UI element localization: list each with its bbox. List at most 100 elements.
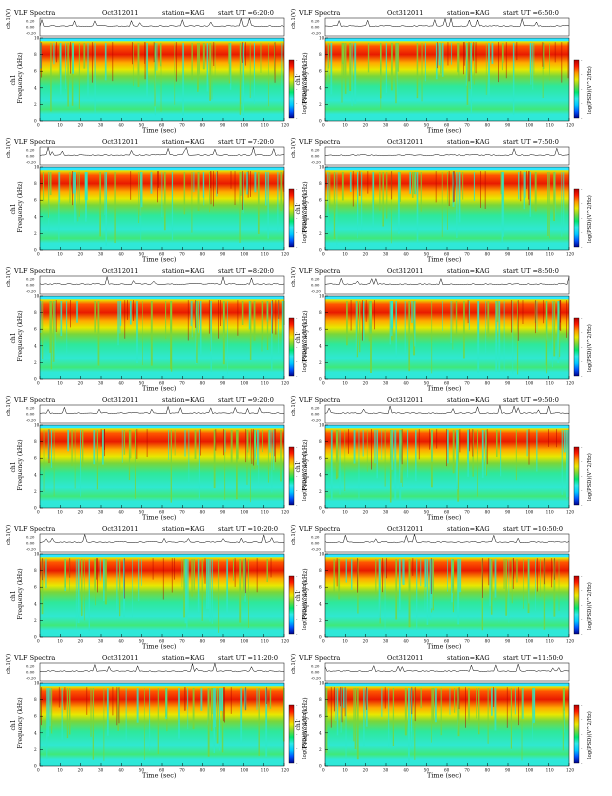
y-tick-label: 10 <box>319 552 325 557</box>
spectrogram-channel-label: ch1 <box>10 203 17 214</box>
y-tick-label: 10 <box>34 552 40 557</box>
spectrogram-y-axis-label: Frequency (kHz) <box>17 52 24 103</box>
y-tick-label: 8 <box>34 310 37 315</box>
x-tick-label: 10 <box>57 768 63 773</box>
panel-title: VLF Spectra <box>298 267 340 275</box>
x-tick-label: 10 <box>342 381 348 386</box>
waveform-axis-label: ch.1(V) <box>5 9 12 29</box>
x-tick-label: 100 <box>240 381 248 386</box>
waveform-frame <box>39 404 285 424</box>
panel-date: Oct312011 <box>102 138 138 146</box>
x-tick-label: 40 <box>118 768 124 773</box>
waveform-trace <box>39 405 285 415</box>
x-tick-label: 50 <box>424 381 430 386</box>
panel-title: VLF Spectra <box>13 396 55 404</box>
x-tick-label: 60 <box>159 639 165 644</box>
colorbar-tick-label: - <box>296 703 298 708</box>
x-tick-label: 110 <box>546 123 554 128</box>
panel-start-time: start UT =8:50:0 <box>503 267 559 275</box>
y-tick-label: 4 <box>319 343 322 348</box>
x-tick-label: 50 <box>139 381 145 386</box>
x-tick-label: 30 <box>98 381 104 386</box>
colorbar-label: log(PSD)(V^2/Hz) <box>586 582 593 630</box>
colorbar <box>573 575 580 635</box>
x-tick-label: 80 <box>485 639 491 644</box>
spectrogram-image <box>325 296 569 379</box>
waveform-frame <box>324 275 570 295</box>
waveform-trace <box>40 662 285 673</box>
y-tick-label: 4 <box>34 730 37 735</box>
colorbar-tick-label: - <box>581 330 583 335</box>
x-tick-label: 10 <box>57 381 63 386</box>
spectra-panel: VLF Spectra Oct312011 station=KAG start UT … <box>5 138 308 264</box>
x-tick-label: 40 <box>403 123 409 128</box>
panel-station: station=KAG <box>447 9 490 17</box>
x-tick-label: 40 <box>118 123 124 128</box>
y-tick-label: 8 <box>319 310 322 315</box>
colorbar-tick-label: - <box>296 574 298 579</box>
colorbar-tick-label: - <box>581 632 583 637</box>
x-tick-label: 20 <box>363 381 369 386</box>
x-tick-label: 30 <box>383 768 389 773</box>
colorbar-tick-label: - <box>296 732 298 737</box>
x-tick-label: 60 <box>159 768 165 773</box>
colorbar-tick-label: - <box>296 101 298 106</box>
x-tick-label: 40 <box>403 510 409 515</box>
waveform-tick-label: -0.20 <box>311 160 321 165</box>
x-tick-label: 50 <box>139 768 145 773</box>
x-tick-label: 70 <box>464 381 470 386</box>
x-tick-label: 40 <box>118 510 124 515</box>
x-tick-label: 80 <box>200 381 206 386</box>
x-tick-label: 90 <box>505 639 511 644</box>
colorbar-tick-label: - <box>581 116 583 121</box>
x-tick-label: 120 <box>566 252 574 257</box>
panel-title: VLF Spectra <box>13 9 55 17</box>
panel-title: VLF Spectra <box>298 9 340 17</box>
panel-start-time: start UT =9:20:0 <box>218 396 274 404</box>
waveform-tick-label: 0.00 <box>26 154 35 159</box>
spectrogram-image <box>40 38 284 121</box>
colorbar-tick-label: - <box>296 445 298 450</box>
waveform-tick-label: -0.20 <box>311 547 321 552</box>
x-tick-label: 10 <box>342 510 348 515</box>
x-tick-label: 30 <box>98 252 104 257</box>
panel-start-time: start UT =7:20:0 <box>218 138 274 146</box>
x-tick-label: 50 <box>139 639 145 644</box>
x-tick-label: 10 <box>57 252 63 257</box>
x-tick-label: 20 <box>78 510 84 515</box>
waveform-frame <box>39 662 285 682</box>
colorbar-tick-label: - <box>581 245 583 250</box>
colorbar <box>288 704 295 764</box>
x-tick-label: 70 <box>179 639 185 644</box>
x-tick-label: 70 <box>179 381 185 386</box>
y-tick-label: 10 <box>319 165 325 170</box>
y-tick-label: 2 <box>319 102 322 107</box>
spectrogram-y-axis-label: Frequency (kHz) <box>302 181 309 232</box>
y-tick-label: 6 <box>34 714 37 719</box>
x-tick-label: 20 <box>78 123 84 128</box>
waveform-tick-label: 0.00 <box>311 283 320 288</box>
x-tick-label: 0 <box>37 381 40 386</box>
x-tick-label: 100 <box>525 252 533 257</box>
x-tick-label: 70 <box>179 510 185 515</box>
colorbar <box>288 446 295 506</box>
x-tick-label: 60 <box>444 639 450 644</box>
colorbar-tick-label: - <box>296 374 298 379</box>
y-tick-label: 10 <box>34 165 40 170</box>
x-tick-label: 0 <box>322 252 325 257</box>
waveform-trace <box>39 275 285 286</box>
x-tick-label: 20 <box>363 639 369 644</box>
colorbar-tick-label: - <box>581 359 583 364</box>
spectrogram-channel-label: ch1 <box>10 74 17 85</box>
panel-date: Oct312011 <box>387 525 423 533</box>
waveform-tick-label: -0.20 <box>26 160 36 165</box>
x-tick-label: 70 <box>464 768 470 773</box>
y-tick-label: 0 <box>319 377 322 382</box>
panel-station: station=KAG <box>162 525 205 533</box>
x-tick-label: 30 <box>383 639 389 644</box>
waveform-axis-label: ch.1(V) <box>5 654 12 674</box>
x-tick-label: 70 <box>464 252 470 257</box>
x-tick-label: 120 <box>281 510 289 515</box>
